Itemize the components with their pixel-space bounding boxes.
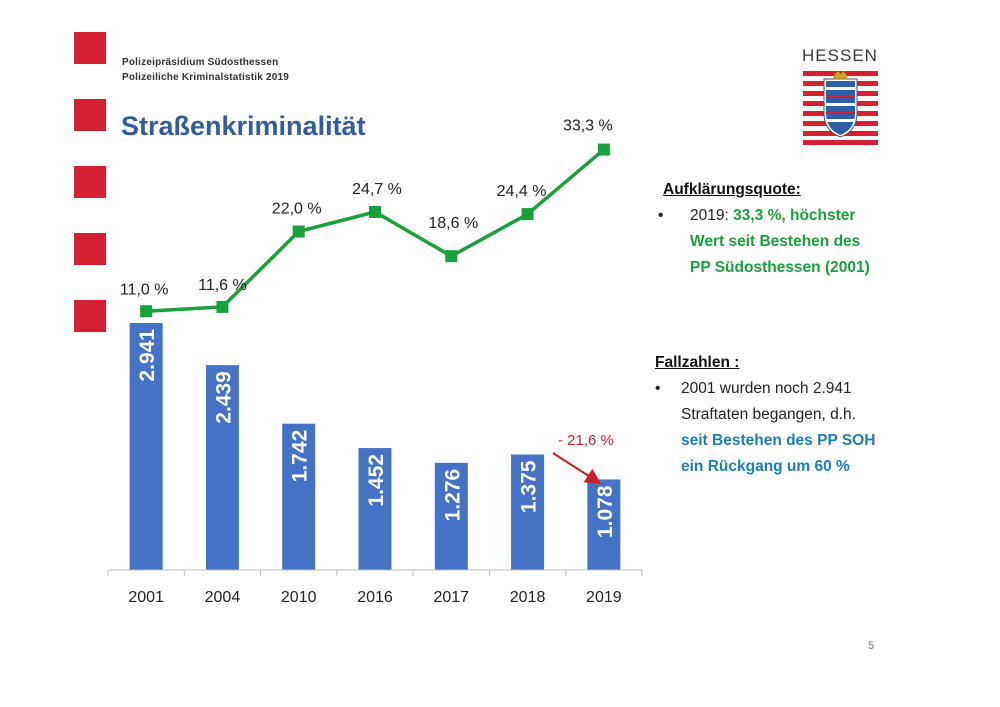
rate-label: 33,3 % <box>563 118 613 135</box>
decor-square <box>74 166 106 198</box>
bar-value-label: 1.276 <box>441 469 464 522</box>
page-title: Straßenkriminalität <box>121 111 366 141</box>
rate-point <box>292 225 305 238</box>
bullet-icon: • <box>655 380 661 397</box>
bar <box>587 479 621 570</box>
fallzahlen-line-1: 2001 wurden noch 2.941 <box>681 380 852 397</box>
rate-label: 11,6 % <box>198 277 247 294</box>
bar-value-label: 1.375 <box>518 460 541 513</box>
bar-value-label: 1.742 <box>289 430 312 483</box>
bullet-icon: • <box>658 207 664 224</box>
fallzahlen-heading: Fallzahlen : <box>655 354 740 371</box>
bar <box>358 448 392 570</box>
decline-arrow <box>552 452 602 485</box>
aufklaerung-line-2: Wert seit Bestehen des <box>690 233 861 250</box>
hessen-logo-text: HESSEN <box>802 46 878 65</box>
x-tick-label: 2016 <box>357 589 393 606</box>
rate-point <box>445 250 458 263</box>
bar <box>282 423 316 570</box>
bar-value-label: 2.941 <box>136 329 159 382</box>
decor-square <box>74 32 106 64</box>
rate-label: 22,0 % <box>272 201 322 218</box>
x-tick-label: 2018 <box>510 589 546 606</box>
x-tick-label: 2004 <box>205 589 241 606</box>
rate-label: 11,0 % <box>120 281 169 298</box>
bar <box>434 462 468 570</box>
rate-point <box>216 300 229 313</box>
x-tick-label: 2010 <box>281 589 317 606</box>
fallzahlen-box: Fallzahlen : <box>655 350 739 376</box>
x-tick-label: 2019 <box>586 589 622 606</box>
bar <box>205 365 239 570</box>
bar-value-label: 2.439 <box>212 371 235 424</box>
decor-square <box>74 233 106 265</box>
decor-square <box>74 300 106 332</box>
x-tick-label: 2017 <box>433 589 469 606</box>
aufklaerung-bullet: • <box>658 203 663 229</box>
bar-value-label: 1.078 <box>594 485 617 538</box>
rate-label: 24,7 % <box>352 181 402 198</box>
bar <box>511 454 545 570</box>
aufklaerung-rate: 33,3 %, höchster <box>733 207 856 224</box>
aufklaerung-text: 2019: 33,3 %, höchster Wert seit Bestehe… <box>690 203 870 281</box>
fallzahlen-line-2: Straftaten begangen, d.h. <box>681 406 856 423</box>
bar-value-label: 1.452 <box>365 454 388 507</box>
x-tick-label: 2001 <box>128 589 164 606</box>
decline-annotation: - 21,6 % <box>558 432 614 449</box>
bar <box>129 323 163 570</box>
hessen-coat-of-arms-icon <box>803 69 878 145</box>
fallzahlen-line-4: ein Rückgang um 60 % <box>681 458 850 475</box>
rate-label: 18,6 % <box>428 215 478 232</box>
header-line-2: Polizeiliche Kriminalstatistik 2019 <box>122 72 290 83</box>
aufklaerung-heading: Aufklärungsquote: <box>663 181 801 198</box>
rate-point <box>369 205 381 218</box>
page-number: 5 <box>868 640 875 652</box>
aufklaerung-year: 2019: <box>690 207 734 224</box>
aufklaerung-box: Aufklärungsquote: <box>663 177 801 203</box>
rate-point <box>140 305 153 318</box>
aufklaerung-line-3: PP Südosthessen (2001) <box>690 259 870 276</box>
fallzahlen-text: 2001 wurden noch 2.941 Straftaten begang… <box>681 376 875 480</box>
fallzahlen-line-3: seit Bestehen des PP SOH <box>681 432 876 449</box>
rate-label: 24,4 % <box>497 183 547 200</box>
fallzahlen-bullet: • <box>655 376 660 402</box>
rate-point <box>597 143 610 156</box>
decor-square <box>74 99 106 131</box>
header-line-1: Polizeipräsidium Südosthessen <box>122 57 279 68</box>
rate-point <box>521 208 534 221</box>
